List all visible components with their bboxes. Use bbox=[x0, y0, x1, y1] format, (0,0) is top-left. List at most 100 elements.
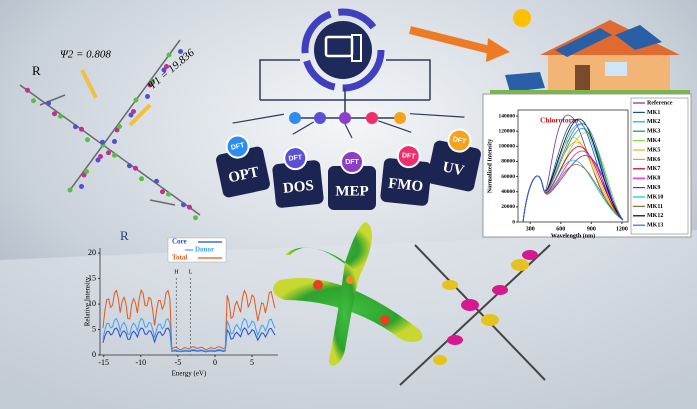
tab-badge-text: DFT bbox=[452, 136, 467, 146]
legend-label: MK9 bbox=[647, 185, 660, 191]
x-tick-label: 1200 bbox=[616, 226, 628, 232]
atom bbox=[181, 202, 186, 208]
chart-label: R bbox=[120, 228, 129, 243]
atom bbox=[150, 79, 155, 84]
atom bbox=[84, 169, 89, 174]
atom bbox=[131, 109, 136, 114]
homo-label: H bbox=[174, 269, 179, 275]
tab-label: FMO bbox=[387, 176, 423, 196]
atom bbox=[112, 139, 117, 144]
atom bbox=[133, 97, 139, 103]
atom bbox=[193, 215, 198, 221]
legend-label: Core bbox=[172, 238, 187, 246]
tab-link bbox=[232, 113, 284, 124]
arrow bbox=[80, 69, 98, 99]
atom bbox=[106, 150, 111, 156]
atom bbox=[145, 94, 150, 99]
atom bbox=[147, 82, 153, 88]
tab-label: MEP bbox=[335, 183, 368, 199]
y-axis-label: Relative Intensity bbox=[84, 276, 92, 326]
atom bbox=[67, 187, 73, 193]
tab: DFT DOS bbox=[272, 121, 324, 208]
tab-badge-text: DFT bbox=[230, 142, 245, 152]
tab-badge bbox=[283, 146, 308, 171]
atom bbox=[161, 67, 167, 73]
legend-label: MK2 bbox=[647, 119, 660, 125]
legend-label: MK12 bbox=[647, 213, 663, 219]
y-tick-label: 20000 bbox=[501, 204, 515, 210]
atom bbox=[100, 139, 105, 145]
atom bbox=[178, 49, 183, 54]
atom bbox=[79, 184, 84, 189]
atom bbox=[25, 87, 30, 93]
x-tick-label: -10 bbox=[135, 358, 146, 367]
tab-link bbox=[378, 120, 412, 133]
atoms bbox=[25, 49, 198, 221]
atom bbox=[164, 64, 169, 69]
legend-label: MK11 bbox=[647, 204, 663, 210]
solvent: Chloroform bbox=[540, 116, 579, 125]
tab: DFT UV bbox=[409, 113, 481, 192]
y-tick-label: 60000 bbox=[501, 174, 515, 180]
x-tick-label: 300 bbox=[526, 226, 535, 232]
atom bbox=[58, 113, 63, 119]
legend-label: Total bbox=[172, 254, 187, 262]
atom bbox=[81, 172, 87, 178]
atom bbox=[187, 204, 192, 210]
atom bbox=[154, 178, 159, 184]
y-tick-label: 40000 bbox=[501, 189, 515, 195]
atom bbox=[95, 157, 101, 163]
plot-frame bbox=[517, 109, 629, 223]
tab-badge-text: DFT bbox=[288, 154, 303, 162]
x-tick-label: 600 bbox=[556, 226, 565, 232]
tab: DFT OPT bbox=[216, 113, 284, 198]
dos-curve bbox=[102, 317, 276, 352]
lumo-label: L bbox=[189, 269, 193, 275]
dos-curve bbox=[102, 289, 276, 351]
legend-box bbox=[630, 97, 689, 235]
legend-label: MK6 bbox=[647, 157, 660, 163]
x-axis-label: Wavelength (nm) bbox=[551, 232, 595, 239]
legend-label: MK4 bbox=[647, 138, 660, 144]
y-tick-label: 0 bbox=[92, 350, 96, 359]
tab-box bbox=[328, 166, 376, 210]
tab-label: UV bbox=[441, 159, 466, 179]
tab: DFT FMO bbox=[378, 120, 432, 206]
atom bbox=[117, 124, 122, 129]
atom bbox=[166, 52, 172, 58]
atom bbox=[52, 111, 57, 117]
x-tick-label: 900 bbox=[587, 226, 596, 232]
x-tick-label: 0 bbox=[213, 358, 217, 367]
atom bbox=[112, 152, 117, 158]
legend-label: MK10 bbox=[647, 194, 663, 200]
legend-label: MK5 bbox=[647, 147, 660, 153]
tab-badge bbox=[447, 128, 472, 153]
x-tick-label: -5 bbox=[175, 358, 182, 367]
tab-box bbox=[272, 160, 324, 208]
legend-label: Donor bbox=[195, 246, 214, 254]
arrow bbox=[409, 26, 491, 54]
atom bbox=[85, 137, 90, 143]
legend-label: MK3 bbox=[647, 129, 660, 135]
tab-box bbox=[380, 158, 432, 206]
y-tick-label: 120000 bbox=[499, 128, 516, 134]
atom bbox=[98, 154, 103, 159]
tab: DFT MEP bbox=[328, 123, 376, 210]
ring bbox=[301, 8, 385, 92]
atom bbox=[31, 98, 36, 104]
atom bbox=[128, 112, 134, 118]
legend-label: MK8 bbox=[647, 176, 660, 182]
atom bbox=[46, 100, 51, 106]
tab-link bbox=[292, 121, 314, 135]
y-tick-label: 0 bbox=[512, 219, 515, 225]
house bbox=[490, 9, 690, 96]
atom bbox=[79, 126, 84, 132]
psi2: Ψ2 = 0.808 bbox=[60, 49, 111, 61]
atom bbox=[166, 191, 171, 197]
spectrum-curve bbox=[522, 123, 624, 223]
tab-label: DOS bbox=[282, 178, 314, 197]
arrow bbox=[128, 103, 152, 127]
y-tick-label: 15 bbox=[88, 273, 96, 282]
atom bbox=[133, 165, 138, 171]
